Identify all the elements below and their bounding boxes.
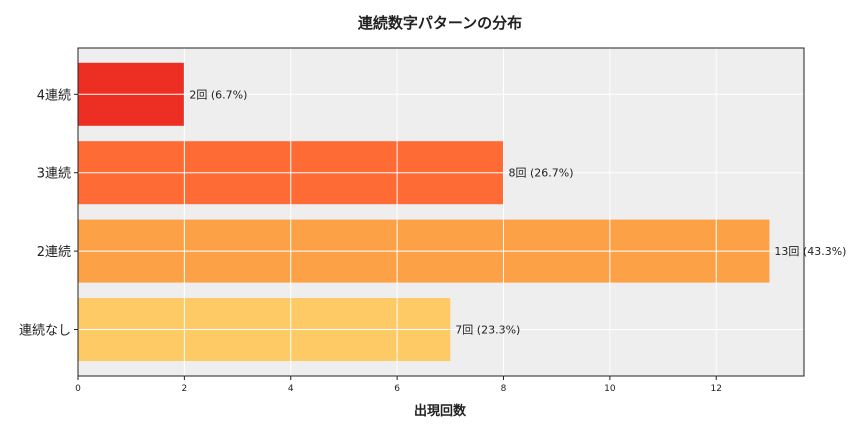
x-tick-label: 4 bbox=[288, 384, 294, 394]
y-tick-label: 連続なし bbox=[19, 324, 71, 339]
x-tick-label: 2 bbox=[182, 384, 188, 394]
x-tick-label: 12 bbox=[711, 384, 722, 394]
chart-title: 連続数字パターンの分布 bbox=[358, 14, 522, 32]
data-label: 8回 (26.7%) bbox=[508, 167, 573, 180]
x-tick-label: 10 bbox=[604, 384, 616, 394]
x-tick-label: 0 bbox=[75, 384, 81, 394]
y-ticks: 連続なし 7回 (23.3%) 2連続 13回 (43.3%) 3連続 8回 (26.7%… bbox=[19, 88, 846, 338]
x-tick-label: 6 bbox=[394, 384, 400, 394]
y-tick-label: 3連続 bbox=[37, 167, 71, 182]
x-axis-label: 出現回数 bbox=[414, 403, 467, 419]
y-tick-label: 4連続 bbox=[37, 88, 71, 103]
data-label: 2回 (6.7%) bbox=[189, 88, 247, 101]
plot-frame bbox=[77, 47, 805, 377]
data-label: 13回 (43.3%) bbox=[774, 245, 846, 258]
x-tick-label: 8 bbox=[501, 384, 507, 394]
data-label: 7回 (23.3%) bbox=[455, 324, 520, 337]
grid-overlay bbox=[77, 48, 804, 376]
x-ticks: 0 2 4 6 8 10 12 bbox=[75, 376, 722, 394]
y-tick-label: 2連続 bbox=[37, 245, 71, 260]
